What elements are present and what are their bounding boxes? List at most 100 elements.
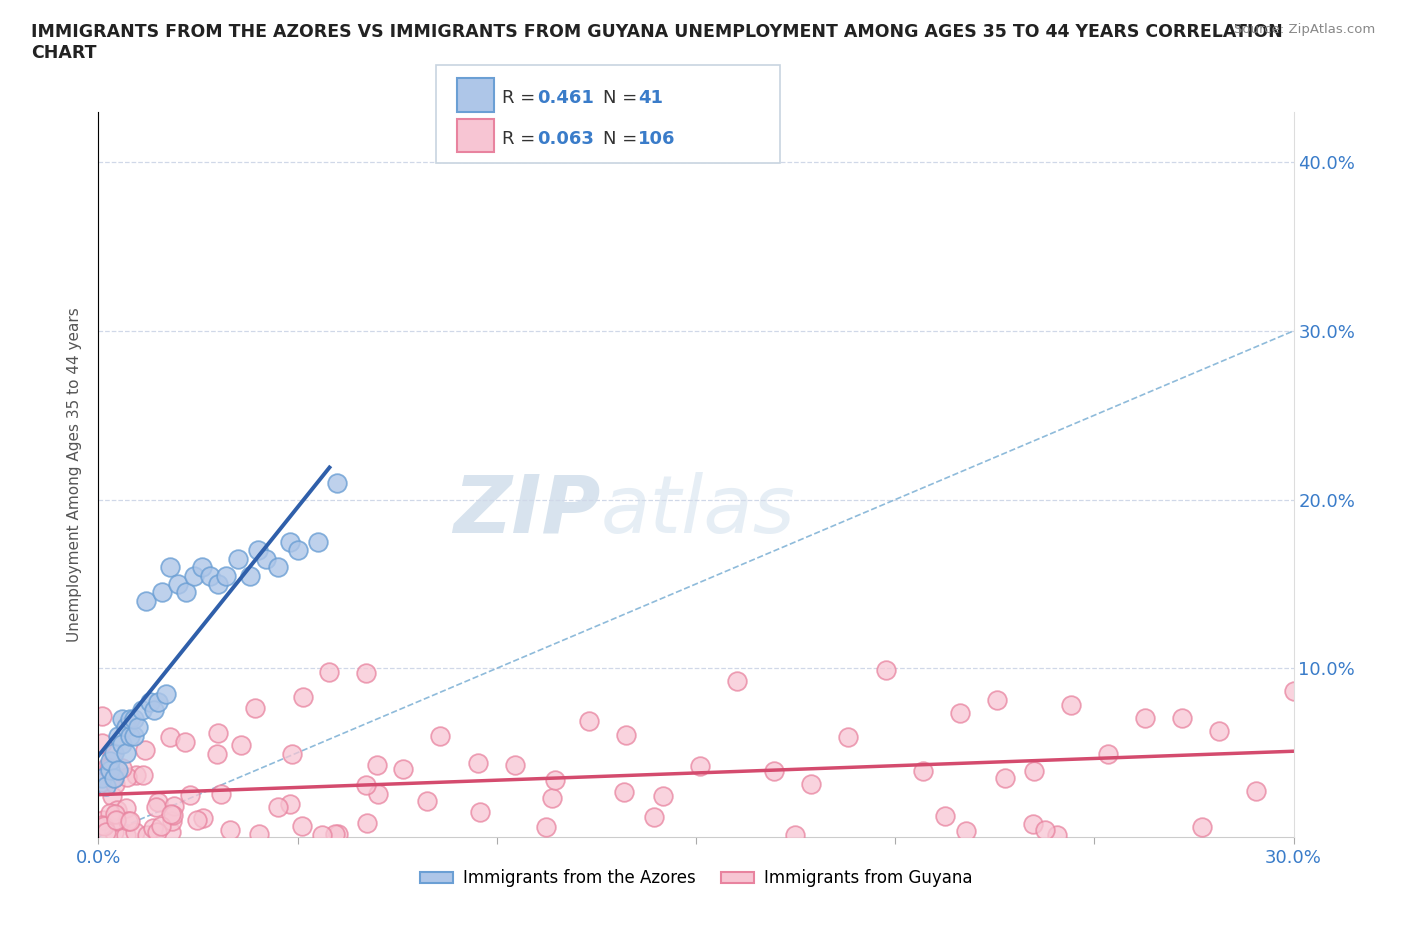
Point <box>91 771 114 786</box>
Point <box>326 475 349 490</box>
Point <box>107 803 129 817</box>
Point <box>143 703 166 718</box>
Point <box>103 770 125 785</box>
Point <box>167 577 190 591</box>
Point <box>643 810 665 825</box>
Point <box>159 729 181 744</box>
Point <box>115 801 138 816</box>
Point <box>219 822 242 837</box>
Y-axis label: Unemployment Among Ages 35 to 44 years: Unemployment Among Ages 35 to 44 years <box>67 307 83 642</box>
Point <box>544 772 567 787</box>
Point <box>150 585 173 600</box>
Point <box>103 745 125 760</box>
Point <box>1097 746 1119 761</box>
Point <box>146 825 169 840</box>
Point <box>209 787 232 802</box>
Point <box>1060 698 1083 712</box>
Point <box>503 757 526 772</box>
Point <box>1171 711 1194 725</box>
Point <box>725 673 748 688</box>
Point <box>98 762 122 777</box>
Point <box>124 711 146 726</box>
Point <box>1046 828 1069 843</box>
Point <box>96 760 118 775</box>
Point <box>467 755 489 770</box>
Point <box>800 777 823 791</box>
Text: IMMIGRANTS FROM THE AZORES VS IMMIGRANTS FROM GUYANA UNEMPLOYMENT AMONG AGES 35 : IMMIGRANTS FROM THE AZORES VS IMMIGRANTS… <box>31 23 1282 62</box>
Point <box>94 824 117 839</box>
Point <box>162 807 184 822</box>
Point <box>229 737 252 752</box>
Point <box>111 737 134 751</box>
Point <box>160 824 183 839</box>
Point <box>247 827 270 842</box>
Point <box>98 753 122 768</box>
Point <box>183 568 205 583</box>
Point <box>150 818 173 833</box>
Point <box>325 826 347 841</box>
Point <box>207 725 229 740</box>
Point <box>254 551 277 566</box>
Point <box>124 825 146 840</box>
Point <box>111 711 134 726</box>
Point <box>91 709 114 724</box>
Point <box>97 761 120 776</box>
Point <box>356 815 378 830</box>
Point <box>145 800 167 815</box>
Point <box>103 824 125 839</box>
Point <box>356 666 378 681</box>
Point <box>267 560 290 575</box>
Point <box>135 593 157 608</box>
Text: R =: R = <box>502 89 541 107</box>
Point <box>148 695 170 710</box>
Point <box>117 718 139 733</box>
Point <box>290 819 312 834</box>
Point <box>103 771 125 786</box>
Point <box>1021 817 1043 831</box>
Text: N =: N = <box>603 129 643 148</box>
Point <box>763 764 786 778</box>
Point <box>125 767 148 782</box>
Point <box>281 747 304 762</box>
Point <box>104 812 127 827</box>
Point <box>239 568 262 583</box>
Point <box>127 720 149 735</box>
Text: 41: 41 <box>638 89 664 107</box>
Point <box>139 695 162 710</box>
Point <box>207 577 229 591</box>
Point <box>104 806 127 821</box>
Point <box>291 690 314 705</box>
Point <box>118 813 141 828</box>
Point <box>366 758 388 773</box>
Point <box>652 789 675 804</box>
Point <box>243 701 266 716</box>
Point <box>278 797 301 812</box>
Point <box>136 828 159 843</box>
Point <box>101 789 124 804</box>
Point <box>311 828 333 843</box>
Point <box>115 720 138 735</box>
Point <box>267 800 290 815</box>
Point <box>91 775 114 790</box>
Point <box>1208 724 1230 738</box>
Point <box>934 808 956 823</box>
Point <box>911 764 934 778</box>
Point <box>120 728 142 743</box>
Point <box>949 705 972 720</box>
Point <box>160 814 183 829</box>
Point <box>105 814 128 829</box>
Point <box>146 795 169 810</box>
Point <box>131 703 153 718</box>
Point <box>96 779 118 794</box>
Text: ZIP: ZIP <box>453 472 600 550</box>
Point <box>93 818 115 833</box>
Point <box>226 551 249 566</box>
Text: 0.063: 0.063 <box>537 129 593 148</box>
Point <box>783 828 806 843</box>
Point <box>160 806 183 821</box>
Point <box>416 793 439 808</box>
Point <box>578 713 600 728</box>
Point <box>101 746 124 761</box>
Point <box>613 784 636 799</box>
Point <box>1022 764 1045 778</box>
